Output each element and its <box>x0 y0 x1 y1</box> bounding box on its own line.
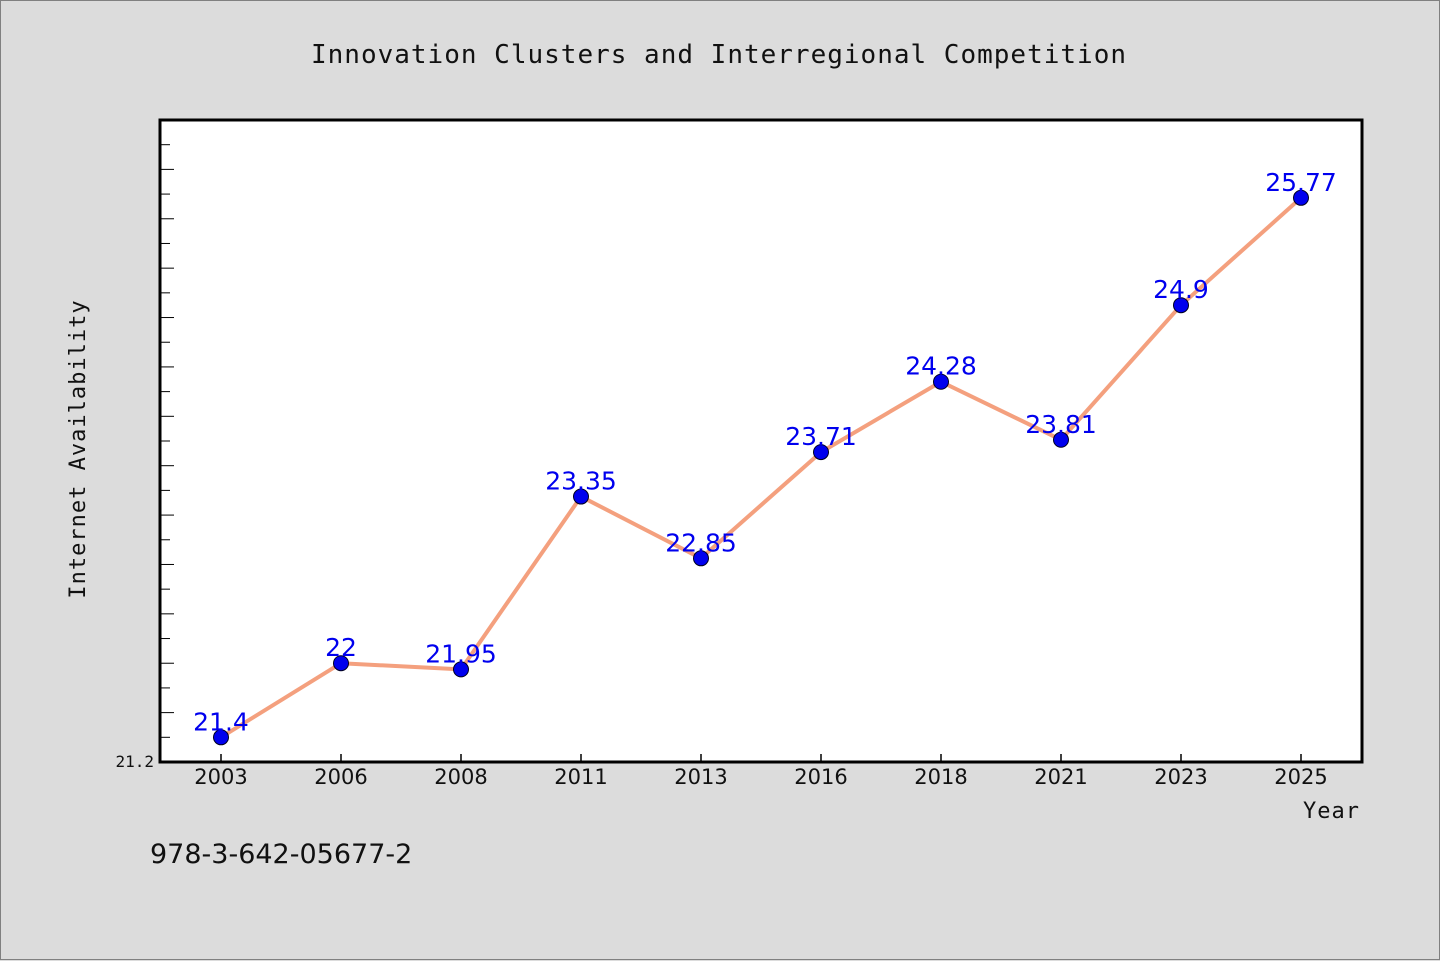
x-tick-label: 2016 <box>794 765 847 789</box>
data-label: 23.35 <box>545 467 617 496</box>
series-layer: 21.4 22 21.95 23.35 22.85 23.71 24.28 23.81 24.9… <box>193 168 1337 746</box>
x-tick-label: 2008 <box>434 765 487 789</box>
data-point <box>573 488 589 505</box>
data-point <box>813 444 829 461</box>
x-tick-label: 2013 <box>674 765 727 789</box>
data-label: 21.4 <box>193 707 249 736</box>
data-point <box>453 661 469 678</box>
data-label: 23.71 <box>785 422 857 451</box>
x-tick-label: 2011 <box>554 765 607 789</box>
x-tick-label: 2025 <box>1274 765 1327 789</box>
data-point <box>213 729 229 746</box>
series-line <box>219 195 1303 740</box>
data-label: 25.77 <box>1265 168 1337 197</box>
x-tick-label: 2006 <box>314 765 367 789</box>
x-axis-label: Year <box>1303 799 1360 824</box>
data-point <box>1173 297 1189 314</box>
data-label: 22.85 <box>665 528 737 557</box>
data-label: 21.95 <box>425 639 497 668</box>
y-tick-label: 21.2 <box>115 752 154 771</box>
chart-title: Innovation Clusters and Interregional Co… <box>311 40 1127 70</box>
plot-area <box>158 118 1364 764</box>
data-point <box>693 550 709 567</box>
data-point <box>933 373 949 390</box>
isbn-text: 978-3-642-05677-2 <box>150 839 412 870</box>
x-tick-label: 2003 <box>194 765 247 789</box>
y-axis-label: Internet Availability <box>66 299 91 598</box>
x-tick-label: 2023 <box>1154 765 1207 789</box>
data-label: 23.81 <box>1025 410 1097 439</box>
data-point <box>1293 189 1309 206</box>
data-point <box>1053 431 1069 448</box>
data-label: 24.28 <box>905 352 977 381</box>
x-axis-ticks <box>220 754 1302 762</box>
x-tick-label: 2018 <box>914 765 967 789</box>
data-label: 22 <box>325 633 357 662</box>
data-label: 24.9 <box>1153 275 1209 304</box>
data-point <box>333 655 349 672</box>
x-tick-label: 2021 <box>1034 765 1087 789</box>
y-axis-ticks <box>160 144 174 738</box>
